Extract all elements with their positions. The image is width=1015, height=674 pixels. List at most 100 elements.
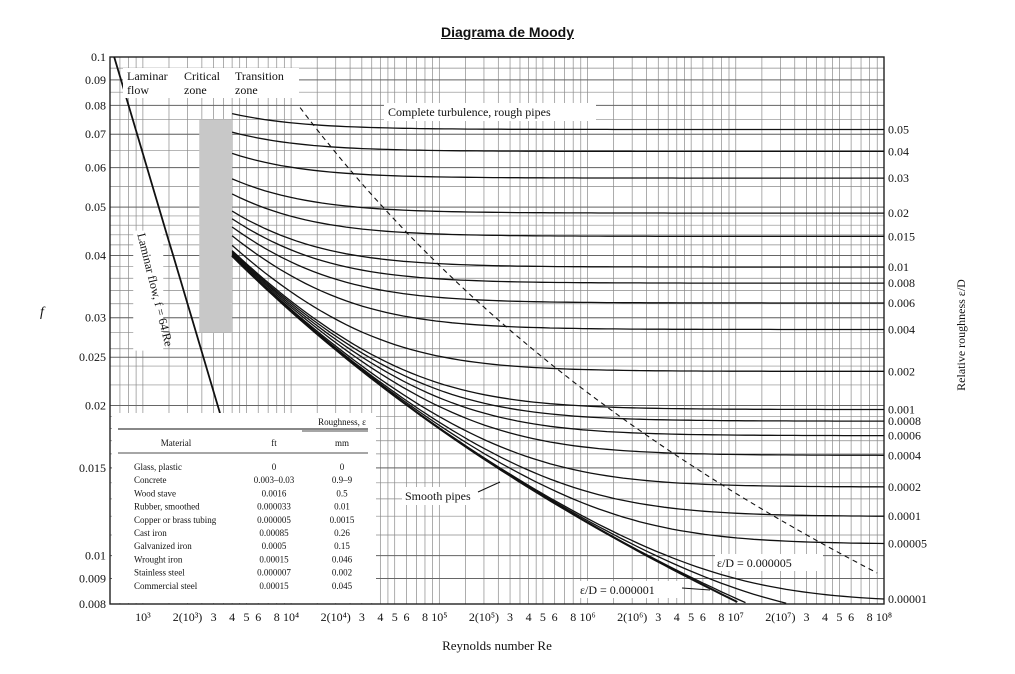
x-tick-label: 8 [274,610,280,624]
x-tick-label: 6 [403,610,409,624]
roughness-label: 0.0006 [888,429,921,443]
roughness-label: 0.01 [888,260,909,274]
y-tick-label: 0.008 [79,597,106,611]
table-cell-ft: 0.003–0.03 [254,475,295,485]
table-cell-mm: 0.9–9 [332,475,353,485]
roughness-table: Roughness, ε Material ft mm Glass, plastic 0 0… [112,413,376,603]
table-cell-material: Stainless steel [134,568,185,578]
chart-title: Diagrama de Moody [440,24,575,40]
y-tick-label: 0.08 [85,98,106,112]
x-tick-label: 5 [836,610,842,624]
y-tick-label: 0.02 [85,399,106,413]
table-bg [112,413,376,603]
annotations: LaminarflowCriticalzoneTransitionzoneCom… [123,68,823,598]
roughness-curve-0.0004 [231,253,885,456]
y-tick-label: 0.015 [79,461,106,475]
x-tick-label: 6 [700,610,706,624]
roughness-curve-0.03 [231,152,884,179]
x-tick-label: 3 [507,610,513,624]
table-col-header: ft [271,438,277,448]
ed-000005-bg [715,554,823,571]
x-tick-label: 2(10⁷) [765,610,795,624]
roughness-label: 0.02 [888,206,909,220]
x-tick-label: 4 [377,610,383,624]
table-cell-material: Cast iron [134,528,167,538]
y-tick-label: 0.04 [85,248,106,262]
table-cell-mm: 0.26 [334,528,350,538]
table-cell-material: Copper or brass tubing [134,515,217,525]
table-cell-material: Wood stave [134,488,176,498]
laminar-flow-label-line-1: flow [127,83,149,97]
table-cell-ft: 0.00015 [259,554,289,564]
x-tick-label: 4 [674,610,680,624]
y-tick-label: 0.1 [91,50,106,64]
plot-frame [109,56,885,605]
roughness-curve-0.0002 [231,254,885,488]
roughness-label: 0.0001 [888,509,921,523]
x-tick-label: 8 [867,610,873,624]
x-tick-label: 6 [552,610,558,624]
table-cell-mm: 0 [340,462,345,472]
roughness-label: 0.03 [888,171,909,185]
x-tick-label: 10⁸ [876,610,892,624]
ed-000001-pointer [681,587,711,591]
y-tick-label: 0.05 [85,200,106,214]
roughness-curve-0.02 [231,178,884,214]
roughness-curve-0.0006 [231,252,884,437]
table-cell-material: Wrought iron [134,554,183,564]
y-tick-label: 0.07 [85,127,106,141]
x-tick-label: 4 [526,610,532,624]
x-tick-label: 3 [211,610,217,624]
roughness-label: 0.04 [888,144,909,158]
roughness-label: 0.006 [888,296,915,310]
x-tick-label: 5 [243,610,249,624]
x-tick-label: 3 [803,610,809,624]
critical-zone-bg [183,68,233,98]
x-tick-label: 10⁷ [728,610,744,624]
ed-000005-label: ε/D = 0.000005 [717,556,792,570]
table-cell-mm: 0.045 [332,581,353,591]
roughness-curve-0.0008 [231,251,884,422]
table-cell-mm: 0.0015 [330,515,355,525]
critical-zone-label-line-0: Critical [184,69,221,83]
transition-zone-label-line-1: zone [235,83,258,97]
table-cell-material: Commercial steel [134,581,198,591]
roughness-label: 0.00001 [888,592,927,606]
roughness-label: 0.00005 [888,537,927,551]
roughness-curve-0.002 [231,244,884,372]
table-cell-mm: 0.5 [336,488,348,498]
roughness-label: 0.05 [888,122,909,136]
roughness-curve-0.01 [231,210,884,268]
table-cell-mm: 0.046 [332,554,353,564]
table-col-header: Material [161,438,192,448]
x-tick-label: 2(10⁶) [617,610,647,624]
table-cell-ft: 0.0005 [262,541,287,551]
roughness-curve-0.04 [231,131,884,153]
table-cell-mm: 0.002 [332,568,352,578]
smooth-pipes-pointer [477,481,501,493]
roughness-curve-0.0001 [231,254,884,517]
roughness-label: 0.004 [888,322,915,336]
roughness-curve-0.006 [231,226,884,304]
table-cell-ft: 0.0016 [262,488,287,498]
table-cell-material: Galvanized iron [134,541,192,551]
laminar-equation-bg [133,230,164,351]
x-tick-label: 5 [392,610,398,624]
y-tick-label: 0.06 [85,161,106,175]
x-tick-label: 10⁴ [283,610,299,624]
y-tick-label: 0.01 [85,549,106,563]
table-cell-ft: 0.000007 [257,568,291,578]
x-tick-label: 10⁵ [431,610,447,624]
roughness-label: 0.0004 [888,448,921,462]
x-tick-label: 6 [848,610,854,624]
ed-000001-bg [578,581,682,598]
critical-zone-label-line-1: zone [184,83,207,97]
y2-axis-label: Relative roughness ε/D [954,279,968,391]
x-tick-label: 8 [718,610,724,624]
table-cell-ft: 0.00085 [259,528,289,538]
x-tick-label: 5 [688,610,694,624]
x-tick-label: 2(10⁵) [469,610,499,624]
x-tick-label: 2(10⁴) [321,610,351,624]
table-cell-ft: 0.00015 [259,581,289,591]
